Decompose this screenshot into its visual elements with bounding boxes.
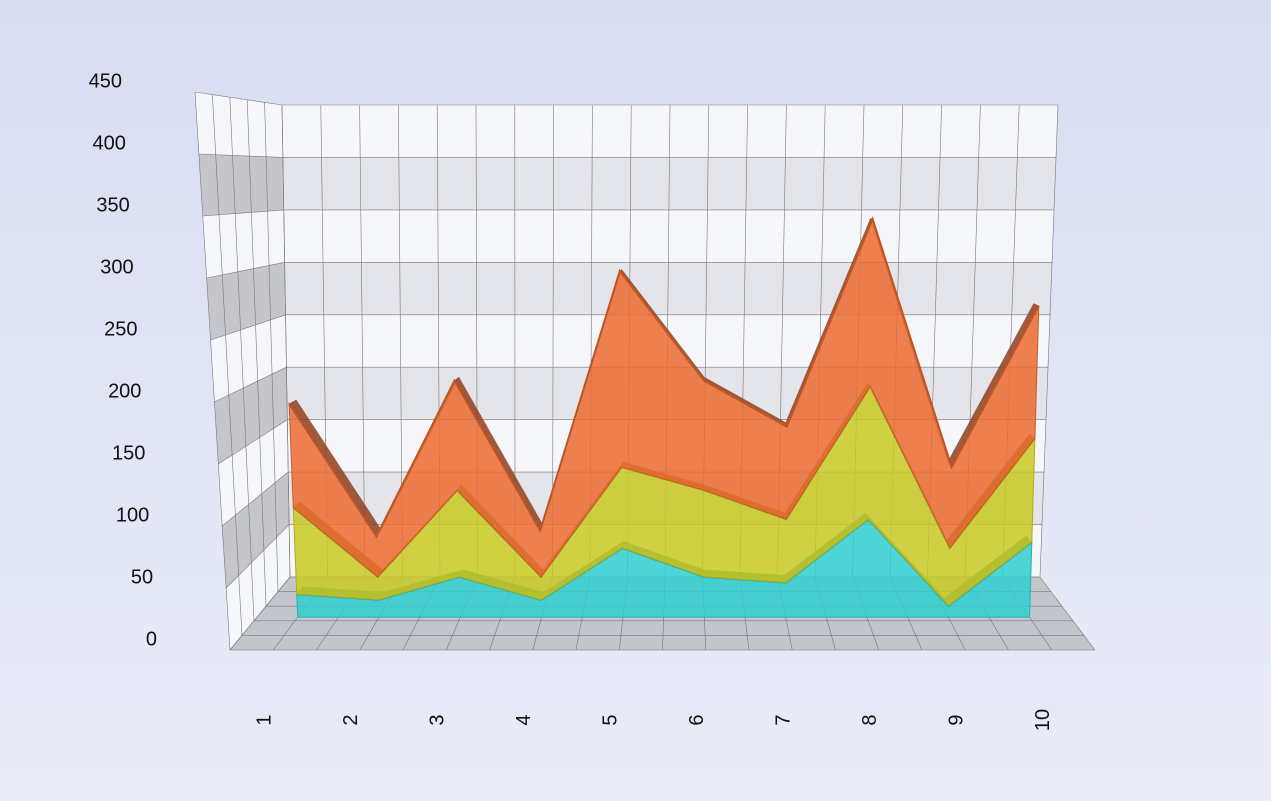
- x-tick-label: 10: [1032, 709, 1054, 731]
- side-wall-band: [222, 472, 290, 588]
- area-ridge: [289, 399, 382, 537]
- y-tick-label: 350: [96, 194, 129, 216]
- y-tick-label: 300: [100, 256, 133, 278]
- x-tick-label: 6: [686, 714, 708, 725]
- x-tick-label: 9: [946, 714, 968, 725]
- side-wall-line: [229, 97, 255, 621]
- area-ridge: [947, 303, 1039, 468]
- floor-line: [1039, 576, 1096, 651]
- side-wall-line: [264, 102, 279, 592]
- side-wall-band: [210, 314, 287, 402]
- area-ridge: [454, 376, 543, 531]
- side-wall-band: [226, 524, 290, 650]
- grid-line: [194, 91, 1058, 106]
- grid-line: [210, 314, 1050, 341]
- x-tick-label: 2: [340, 714, 362, 725]
- grid-line: [206, 261, 1052, 279]
- x-tick-label: 5: [600, 714, 622, 725]
- x-tick-label: 7: [773, 714, 795, 725]
- side-wall-band: [195, 92, 283, 158]
- grid-line: [198, 153, 1056, 158]
- y-tick-label: 150: [112, 442, 145, 464]
- grid-line: [214, 366, 1048, 403]
- side-wall-line: [281, 104, 291, 578]
- side-wall-band: [198, 154, 284, 216]
- side-wall-line: [246, 99, 267, 607]
- y-tick-label: 250: [104, 318, 137, 340]
- grid-line: [202, 209, 1054, 217]
- y-tick-label: 100: [116, 504, 149, 526]
- back-wall-line: [1039, 104, 1059, 578]
- y-tick-label: 50: [131, 566, 153, 588]
- side-wall-band: [218, 419, 289, 526]
- y-tick-label: 400: [93, 132, 126, 154]
- area-top-edge: [288, 216, 1040, 539]
- y-tick-label: 0: [146, 628, 157, 650]
- x-tick-label: 1: [254, 714, 276, 725]
- side-wall-line: [194, 91, 231, 651]
- side-wall-line: [212, 94, 243, 636]
- x-tick-label: 8: [859, 714, 881, 725]
- back-wall-line: [359, 104, 366, 578]
- x-tick-label: 3: [427, 714, 449, 725]
- y-tick-label: 200: [108, 380, 141, 402]
- side-wall-band: [206, 262, 286, 340]
- side-wall-band: [202, 209, 285, 278]
- y-tick-label: 450: [89, 70, 122, 92]
- x-tick-label: 4: [513, 714, 535, 725]
- side-wall-band: [214, 367, 288, 464]
